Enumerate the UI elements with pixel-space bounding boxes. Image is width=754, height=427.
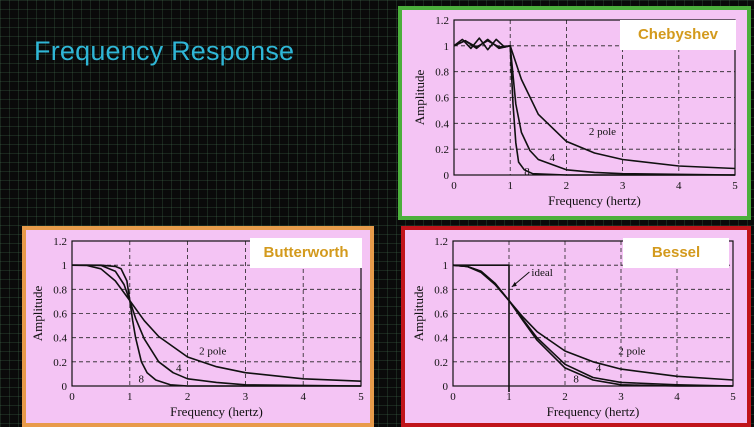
bessel-chart: 0 1 2 3 4 5 0 0.2 0.4 0.6 0.8 1 1.2 Frequency (hertz)… <box>411 236 736 419</box>
y-tick-label: 1 <box>62 260 68 272</box>
bessel-annotation-8: 8 <box>573 373 579 385</box>
chebyshev-plot: 0 1 2 3 4 5 0 0.2 0.4 0.6 0.8 1 1.2 Frequency (hertz)… <box>412 15 738 208</box>
y-tick-label: 0 <box>444 170 450 182</box>
y-tick-label: 0.4 <box>434 333 448 345</box>
butterworth-plot: 0 1 2 3 4 5 0 0.2 0.4 0.6 0.8 1 1.2 Frequency (hertz)… <box>30 236 364 419</box>
slide-title: Frequency Response <box>34 36 295 66</box>
y-tick-label: 0 <box>62 381 68 393</box>
x-tick-label: 3 <box>620 180 626 192</box>
y-tick-label: 0.4 <box>53 333 67 345</box>
y-tick-label: 0.2 <box>53 357 67 369</box>
ideal-arrowhead <box>511 281 517 287</box>
bessel-series-ideal <box>453 264 510 392</box>
y-tick-label: 0.4 <box>435 118 449 130</box>
y-tick-label: 0.8 <box>435 67 449 79</box>
x-tick-label: 4 <box>676 180 682 192</box>
bessel-panel: 0 1 2 3 4 5 0 0.2 0.4 0.6 0.8 1 1.2 Frequency (hertz)… <box>401 226 751 427</box>
bessel-tag: Bessel <box>623 238 729 268</box>
y-tick-label: 1.2 <box>434 236 448 248</box>
y-tick-label: 0.2 <box>435 144 449 156</box>
butterworth-annotation-4: 4 <box>176 363 182 375</box>
y-tick-label: 1 <box>443 260 449 272</box>
x-tick-label: 0 <box>69 391 75 403</box>
x-axis-label: Frequency (hertz) <box>170 404 263 419</box>
chebyshev-panel: 0 1 2 3 4 5 0 0.2 0.4 0.6 0.8 1 1.2 Frequency (hertz)… <box>398 6 751 220</box>
chebyshev-series-4 <box>453 38 736 176</box>
x-tick-label: 1 <box>127 391 133 403</box>
x-tick-label: 0 <box>451 180 457 192</box>
x-tick-label: 1 <box>506 391 512 403</box>
bessel-series-8 <box>452 264 733 387</box>
chebyshev-chart: 0 1 2 3 4 5 0 0.2 0.4 0.6 0.8 1 1.2 Frequency (hertz)… <box>412 15 738 208</box>
bessel-series-2-pole <box>452 264 734 381</box>
butterworth-annotation-2-pole: 2 pole <box>199 346 226 358</box>
y-tick-label: 1.2 <box>53 236 67 248</box>
butterworth-series-8 <box>72 264 361 387</box>
chebyshev-annotation-2-pole: 2 pole <box>589 126 616 138</box>
x-tick-label: 2 <box>564 180 570 192</box>
x-tick-label: 4 <box>300 391 306 403</box>
y-axis-label: Amplitude <box>412 69 427 125</box>
y-tick-label: 0.8 <box>434 284 448 296</box>
y-tick-label: 0.6 <box>435 93 449 105</box>
x-tick-label: 3 <box>243 391 249 403</box>
x-axis-label: Frequency (hertz) <box>547 404 640 419</box>
x-tick-label: 5 <box>732 180 738 192</box>
y-tick-label: 0.6 <box>434 309 448 321</box>
butterworth-chart: 0 1 2 3 4 5 0 0.2 0.4 0.6 0.8 1 1.2 Frequency (hertz)… <box>30 236 364 419</box>
chebyshev-annotation-8: 8 <box>524 166 530 178</box>
y-tick-label: 0.6 <box>53 309 67 321</box>
x-tick-label: 0 <box>450 391 456 403</box>
x-tick-label: 5 <box>730 391 736 403</box>
x-tick-label: 1 <box>507 180 513 192</box>
x-tick-label: 2 <box>562 391 568 403</box>
y-axis-label: Amplitude <box>30 285 45 341</box>
y-tick-label: 1.2 <box>435 15 449 27</box>
chebyshev-annotation-4: 4 <box>550 152 556 164</box>
y-tick-label: 1 <box>444 41 450 53</box>
butterworth-series-4 <box>72 264 362 387</box>
plot-frame <box>452 240 734 387</box>
bessel-plot: 0 1 2 3 4 5 0 0.2 0.4 0.6 0.8 1 1.2 Frequency (hertz)… <box>411 236 736 419</box>
y-tick-label: 0.8 <box>53 284 67 296</box>
chebyshev-tag: Chebyshev <box>620 20 736 50</box>
x-tick-label: 5 <box>358 391 364 403</box>
y-tick-label: 0.2 <box>434 357 448 369</box>
bessel-annotation-2-pole: 2 pole <box>618 346 645 358</box>
bessel-annotation-ideal: ideal <box>531 267 552 279</box>
butterworth-series-2-pole <box>71 264 362 382</box>
x-tick-label: 3 <box>618 391 624 403</box>
chebyshev-series-2-pole <box>453 39 736 170</box>
chebyshev-series-8 <box>453 37 735 176</box>
bessel-annotation-4: 4 <box>596 363 602 375</box>
y-tick-label: 0 <box>443 381 449 393</box>
x-tick-label: 2 <box>185 391 191 403</box>
butterworth-annotation-8: 8 <box>138 373 144 385</box>
x-tick-label: 4 <box>674 391 680 403</box>
y-axis-label: Amplitude <box>411 285 426 341</box>
butterworth-panel: 0 1 2 3 4 5 0 0.2 0.4 0.6 0.8 1 1.2 Frequency (hertz)… <box>22 226 374 427</box>
butterworth-tag: Butterworth <box>250 238 362 268</box>
x-axis-label: Frequency (hertz) <box>548 193 641 208</box>
